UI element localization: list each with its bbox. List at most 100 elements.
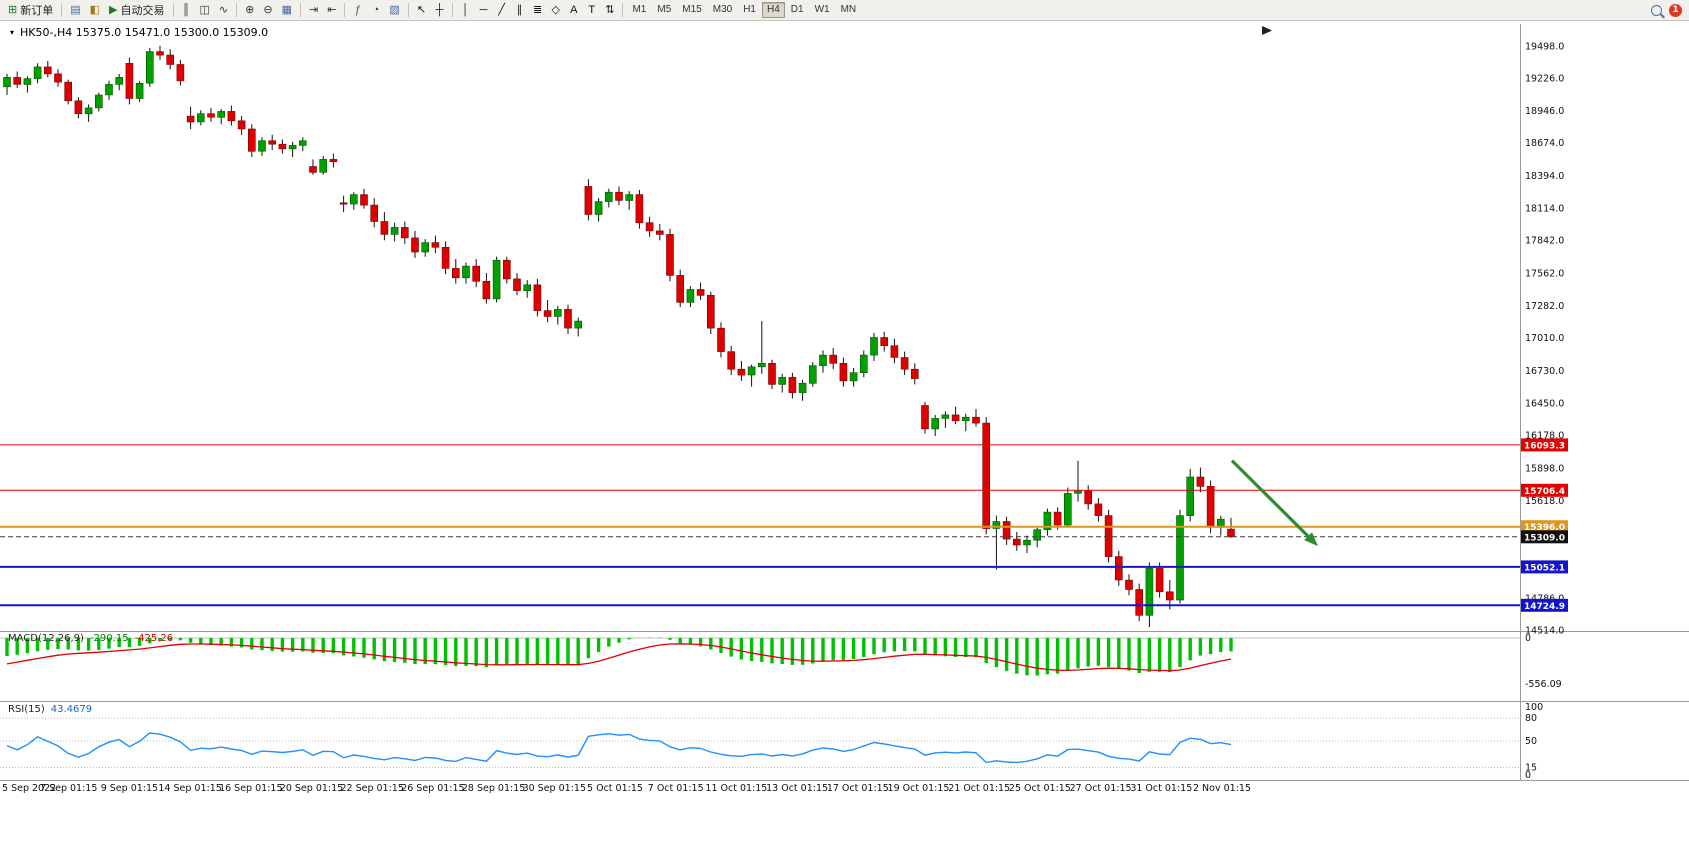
notification-badge[interactable]: 1 (1669, 3, 1682, 17)
candle-body (1094, 503, 1103, 516)
chart-shift-button[interactable]: ⇤ (323, 2, 340, 19)
candle-body (43, 66, 52, 75)
charts-menu-button[interactable]: ▤ (66, 2, 84, 19)
candle-body (655, 230, 664, 235)
candle-body (1064, 493, 1072, 526)
candle-body (604, 191, 613, 202)
vertical-line-button[interactable]: │ (457, 2, 474, 19)
price-badge-label: 15706.4 (1524, 487, 1565, 497)
price-badge-label: 14724.9 (1524, 602, 1565, 612)
main-toolbar: ⊞ 新订单 ▤ ◧ ▶ 自动交易 ║ ◫ ∿ ⊕ ⊖ ▦ ⇥ ⇤ ƒ ◔ ▧ ↖ ┼ │ ─ ╱ ∥ ≣ ◇ A T ⇅ M1 M5 M15… (0, 0, 1689, 21)
arrows-tool-button[interactable]: ⇅ (601, 2, 618, 19)
search-icon[interactable] (1651, 4, 1662, 16)
time-axis-label: 5 Oct 01:15 (587, 783, 643, 794)
candle-body (1012, 538, 1021, 546)
chart-shift-marker-icon[interactable] (1262, 26, 1272, 35)
trend-arrow-line[interactable] (1230, 459, 1310, 538)
text-button[interactable]: A (565, 2, 582, 19)
shapes-icon: ◇ (551, 3, 560, 16)
candle-body (33, 66, 42, 79)
candle-body (1135, 589, 1143, 616)
toolbar-separator (299, 3, 301, 17)
price-axis-label: 19498.0 (1525, 42, 1564, 53)
bar-chart-button[interactable]: ║ (178, 2, 195, 19)
shapes-button[interactable]: ◇ (547, 2, 564, 19)
new-order-icon: ⊞ (8, 3, 18, 16)
chart-canvas[interactable]: 19498.0 19226.0 18946.0 18674.0 18394.0 18114… (0, 20, 1689, 859)
timeframe-M15-button[interactable]: M15 (677, 2, 706, 18)
timeframe-H4-button[interactable]: H4 (761, 2, 785, 18)
candle-body (513, 278, 521, 291)
timeframe-MN-button[interactable]: MN (836, 2, 862, 18)
price-axis-label: 16450.0 (1525, 399, 1564, 410)
indicators-icon: ƒ (354, 3, 361, 16)
time-axis-label: 28 Sep 01:15 (462, 783, 525, 794)
toolbar-separator (344, 3, 346, 17)
horizontal-line-button[interactable]: ─ (475, 2, 492, 19)
candle-body (13, 77, 21, 85)
candle-body (757, 362, 766, 368)
timeframe-D1-button[interactable]: D1 (786, 2, 809, 18)
candle-body (961, 416, 970, 422)
zoom-in-icon: ⊕ (245, 3, 255, 16)
zoom-in-button[interactable]: ⊕ (241, 2, 258, 19)
candle-body (941, 414, 950, 419)
cursor-icon: ↖ (416, 3, 427, 16)
fibonacci-button[interactable]: ≣ (529, 2, 546, 19)
price-badge (1521, 560, 1568, 574)
candle-body (390, 227, 399, 235)
price-axis-label: 14514.0 (1525, 626, 1564, 637)
crosshair-button[interactable]: ┼ (431, 2, 448, 19)
timeframe-M30-button[interactable]: M30 (708, 2, 737, 18)
toolbar-separator (407, 3, 409, 17)
tile-windows-button[interactable]: ▦ (278, 2, 296, 19)
equidistant-channel-button[interactable]: ∥ (511, 2, 528, 19)
periods-button[interactable]: ◔ (367, 2, 384, 19)
candle-body (829, 354, 838, 364)
price-badge (1521, 520, 1568, 534)
autotrading-button[interactable]: ▶ 自动交易 (105, 2, 168, 19)
candle-body (890, 345, 899, 358)
text-label-icon: T (588, 3, 596, 16)
profiles-button[interactable]: ◧ (86, 2, 104, 19)
macd-signal-line (6, 643, 1232, 672)
timeframe-W1-button[interactable]: W1 (810, 2, 835, 18)
trendline-button[interactable]: ╱ (493, 2, 510, 19)
candle-body (900, 357, 909, 370)
tile-windows-icon: ▦ (281, 3, 292, 16)
candle-body (727, 351, 736, 370)
candle-body (717, 327, 725, 352)
timeframe-H1-button[interactable]: H1 (738, 2, 761, 18)
text-label-button[interactable]: T (583, 2, 600, 19)
candle-body (1053, 511, 1062, 526)
candle-body (1186, 476, 1194, 517)
candle-body (411, 237, 419, 253)
candle-body (615, 191, 623, 201)
candle-body (819, 354, 827, 366)
arrows-tool-icon: ⇅ (605, 3, 615, 16)
templates-button[interactable]: ▧ (385, 2, 403, 19)
price-axis-label: 17010.0 (1525, 333, 1564, 344)
auto-scroll-button[interactable]: ⇥ (305, 2, 322, 19)
new-order-button[interactable]: ⊞ 新订单 (4, 2, 57, 19)
line-chart-icon: ∿ (218, 3, 229, 16)
time-axis-label: 9 Sep 01:15 (101, 783, 158, 794)
candle-body (3, 77, 11, 88)
time-axis-label: 7 Sep 01:15 (40, 783, 97, 794)
time-axis-label: 27 Oct 01:15 (1070, 783, 1132, 794)
candle-body (95, 94, 103, 109)
candlestick-chart-button[interactable]: ◫ (196, 2, 214, 19)
cursor-button[interactable]: ↖ (413, 2, 430, 19)
indicators-button[interactable]: ƒ (349, 2, 366, 19)
candle-body (870, 337, 878, 356)
timeframe-M1-button[interactable]: M1 (627, 2, 651, 18)
candle-body (1023, 539, 1031, 546)
chart-shift-icon: ⇤ (327, 3, 337, 16)
timeframe-M5-button[interactable]: M5 (652, 2, 676, 18)
time-axis-label: 13 Oct 01:15 (766, 783, 828, 794)
candle-body (625, 194, 634, 201)
candle-body (808, 365, 817, 384)
zoom-out-button[interactable]: ⊖ (259, 2, 276, 19)
price-badge (1521, 530, 1568, 544)
line-chart-button[interactable]: ∿ (215, 2, 232, 19)
